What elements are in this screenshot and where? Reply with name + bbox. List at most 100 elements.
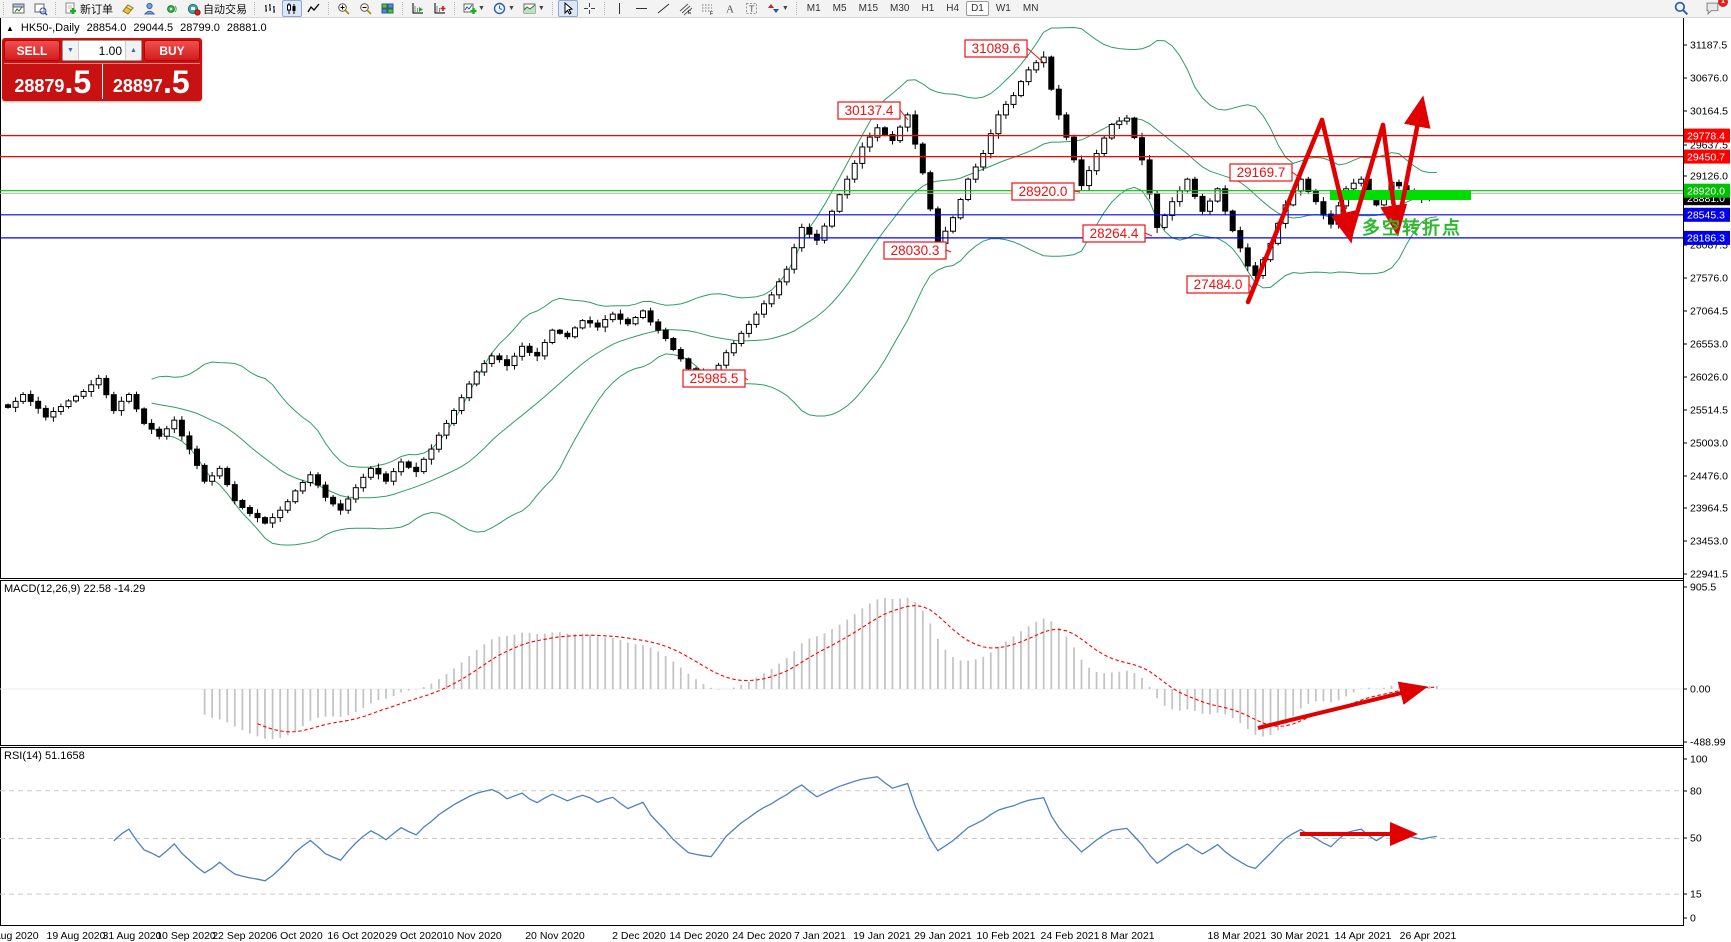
tf-w1-label: W1 (995, 3, 1011, 14)
autotrade-button[interactable]: 自动交易 (184, 0, 250, 17)
date-label: 19 Aug 2020 (47, 930, 106, 942)
tf-h1[interactable]: H1 (916, 1, 939, 16)
trend-zigzag-arrow[interactable] (1394, 95, 1431, 233)
fibonacci-button[interactable]: F (698, 0, 718, 17)
toolbar-separator (55, 2, 57, 15)
level-price-label: 28186.3 (1684, 230, 1730, 245)
pane-divider[interactable] (0, 576, 1683, 580)
trend-zigzag-arrow[interactable] (1245, 117, 1325, 305)
bar-chart-button[interactable] (260, 0, 280, 17)
annotations: 多空转折点 31089.6 30137.4 29169.7 28920.0 28264.4… (682, 39, 1471, 846)
volume-up-icon[interactable]: ▲ (125, 41, 141, 60)
collapse-panel-icon[interactable]: ▲ (6, 23, 14, 33)
macd-axis[interactable]: 905.5 0.00 -488.99 (1683, 582, 1726, 749)
zoom-in-button[interactable] (334, 0, 354, 17)
toolbar-separator (795, 2, 798, 15)
svg-text:28920.0: 28920.0 (1019, 184, 1068, 199)
volume-down-icon[interactable]: ▼ (63, 41, 79, 60)
search-icon (1674, 1, 1689, 16)
trendline-button[interactable] (654, 0, 674, 17)
tf-m1-label: M1 (806, 3, 821, 14)
highlight-zone[interactable] (1330, 190, 1471, 200)
tf-m5[interactable]: M5 (828, 1, 852, 16)
templates-button[interactable]: ▼ (520, 0, 548, 17)
tf-h4[interactable]: H4 (941, 1, 964, 16)
tf-mn-label: MN (1022, 3, 1039, 14)
trend-zigzag-arrow[interactable] (1380, 122, 1408, 237)
notifications-icon[interactable]: 1 (1703, 0, 1728, 17)
date-label: 31 Aug 2020 (103, 930, 162, 942)
chart-preview-button[interactable] (31, 0, 51, 17)
community-button[interactable] (140, 0, 160, 17)
chart-shift-button[interactable] (430, 0, 450, 17)
horizontal-line-button[interactable] (632, 0, 652, 17)
pane-border (0, 747, 1684, 926)
auto-scroll-icon (412, 2, 423, 13)
sell-button[interactable]: SELL (4, 40, 60, 61)
chart-shift-icon (434, 2, 446, 13)
horizontal-line-icon (635, 7, 647, 9)
date-label: 6 Oct 2020 (271, 930, 323, 942)
price-axis[interactable]: 31187.530676.030164.529637.529126.028087… (1683, 40, 1728, 581)
svg-text:T: T (749, 4, 755, 14)
tf-m30[interactable]: M30 (885, 1, 914, 16)
chevron-down-icon: ▼ (507, 5, 515, 12)
pane-divider[interactable] (0, 743, 1683, 747)
svg-text:100: 100 (1690, 754, 1708, 766)
price-callout[interactable]: 28030.3 (883, 241, 952, 260)
price-callout[interactable]: 25985.5 (682, 369, 749, 388)
price-callout[interactable]: 27484.0 (1186, 275, 1254, 294)
price-tick: 22941.5 (1690, 569, 1728, 581)
svg-text:29778.4: 29778.4 (1687, 130, 1725, 142)
alerts-button[interactable] (162, 0, 182, 17)
new-order-button[interactable]: 新订单 (61, 0, 116, 17)
cursor-button[interactable] (557, 0, 578, 17)
crosshair-button[interactable] (580, 0, 600, 17)
ohlc-low: 28799.0 (180, 22, 220, 34)
auto-scroll-button[interactable] (408, 0, 428, 17)
vertical-line-button[interactable] (610, 0, 630, 17)
tf-w1[interactable]: W1 (991, 1, 1016, 16)
price-tick: 30164.5 (1690, 106, 1728, 118)
chart-title: ▲ HK50-,Daily 28854.0 29044.5 28799.0 28… (6, 22, 267, 34)
equidistant-channel-button[interactable]: E (676, 0, 696, 17)
price-callout[interactable]: 28920.0 (1011, 182, 1081, 201)
rsi-line (113, 776, 1437, 882)
search-icon[interactable] (1671, 0, 1692, 17)
buy-button[interactable]: BUY (144, 40, 200, 61)
tf-d1[interactable]: D1 (966, 1, 989, 16)
candlestick-button[interactable] (282, 0, 302, 17)
rsi-axis[interactable]: 100 80 50 15 0 (1683, 754, 1708, 925)
macd-trend-arrow[interactable] (1257, 681, 1428, 730)
new-order-icon (65, 2, 76, 14)
tile-windows-button[interactable] (378, 0, 398, 17)
tf-m15[interactable]: M15 (854, 1, 883, 16)
tf-m1[interactable]: M1 (802, 1, 826, 16)
sell-price[interactable]: 28879.5 (4, 64, 103, 99)
zoom-out-button[interactable] (356, 0, 376, 17)
periods-button[interactable]: ▼ (490, 0, 518, 17)
history-button[interactable] (118, 0, 138, 17)
volume-input[interactable]: 1.00 (98, 43, 122, 58)
text-label-button[interactable]: T (742, 0, 762, 17)
price-callout[interactable]: 28264.4 (1082, 224, 1153, 243)
buy-price[interactable]: 28897.5 (112, 64, 190, 100)
price-callout[interactable]: 30137.4 (837, 101, 909, 121)
new-chart-button[interactable] (9, 0, 29, 17)
text-button[interactable]: A (720, 0, 740, 17)
svg-text:50: 50 (1690, 833, 1702, 845)
level-price-label: 28920.0 (1684, 183, 1730, 198)
price-callout[interactable]: 31089.6 (964, 39, 1044, 63)
price-tick: 23453.0 (1690, 536, 1728, 548)
svg-text:29169.7: 29169.7 (1237, 165, 1286, 180)
turning-point-note[interactable]: 多空转折点 (1362, 217, 1462, 238)
price-callout[interactable]: 29169.7 (1229, 163, 1301, 182)
indicators-button[interactable]: ▼ (460, 0, 488, 17)
trend-zigzag-arrow[interactable] (1319, 117, 1358, 244)
trend-zigzag-arrow[interactable] (1347, 122, 1386, 240)
line-chart-button[interactable] (304, 0, 324, 17)
tf-mn[interactable]: MN (1018, 1, 1044, 16)
arrows-button[interactable]: ▼ (764, 0, 792, 17)
